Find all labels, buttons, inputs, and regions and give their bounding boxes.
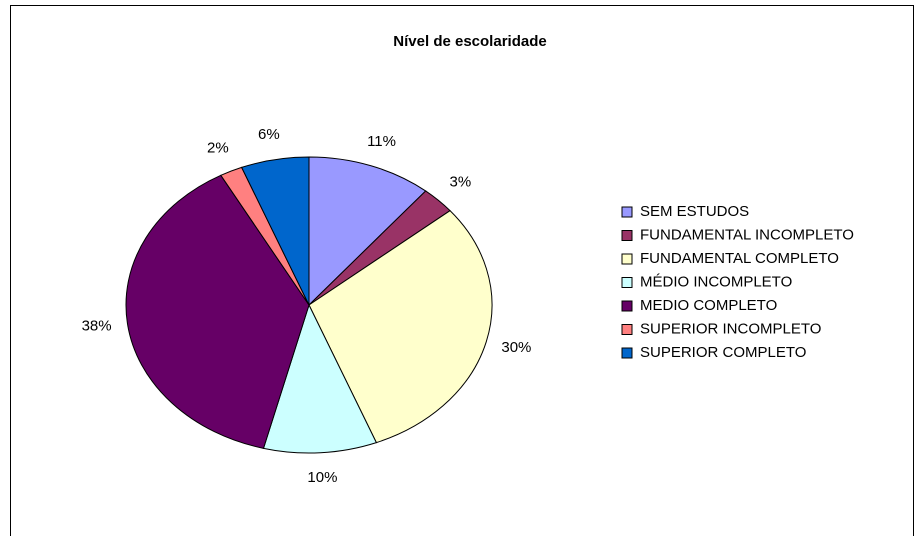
data-label: 2%	[207, 139, 229, 156]
legend-label: FUNDAMENTAL INCOMPLETO	[640, 226, 854, 243]
chart-title: Nível de escolaridade	[393, 33, 546, 50]
pie-slice	[125, 174, 310, 449]
data-label: 6%	[258, 126, 280, 143]
data-label: 30%	[501, 339, 531, 356]
legend-swatch	[621, 206, 633, 218]
legend-label: FUNDAMENTAL COMPLETO	[640, 250, 839, 267]
legend-swatch	[621, 277, 633, 288]
data-label: 38%	[82, 318, 112, 335]
legend-label: MÉDIO INCOMPLETO	[640, 273, 792, 290]
pie-slice	[308, 156, 427, 307]
legend-swatch	[621, 300, 633, 312]
pie-slice	[262, 303, 378, 454]
legend-swatch	[621, 253, 633, 265]
legend-swatch	[621, 347, 633, 359]
legend-label: SUPERIOR INCOMPLETO	[640, 320, 821, 337]
pie-slice	[240, 156, 310, 306]
legend-label: SUPERIOR COMPLETO	[640, 344, 806, 361]
legend-label: SEM ESTUDOS	[640, 203, 749, 220]
pie-slice	[308, 210, 493, 444]
data-label: 3%	[450, 174, 472, 191]
data-label: 11%	[367, 133, 396, 150]
legend-swatch	[621, 230, 633, 241]
data-label: 10%	[307, 469, 337, 486]
legend-label: MEDIO COMPLETO	[640, 297, 777, 314]
legend-swatch	[621, 324, 633, 335]
